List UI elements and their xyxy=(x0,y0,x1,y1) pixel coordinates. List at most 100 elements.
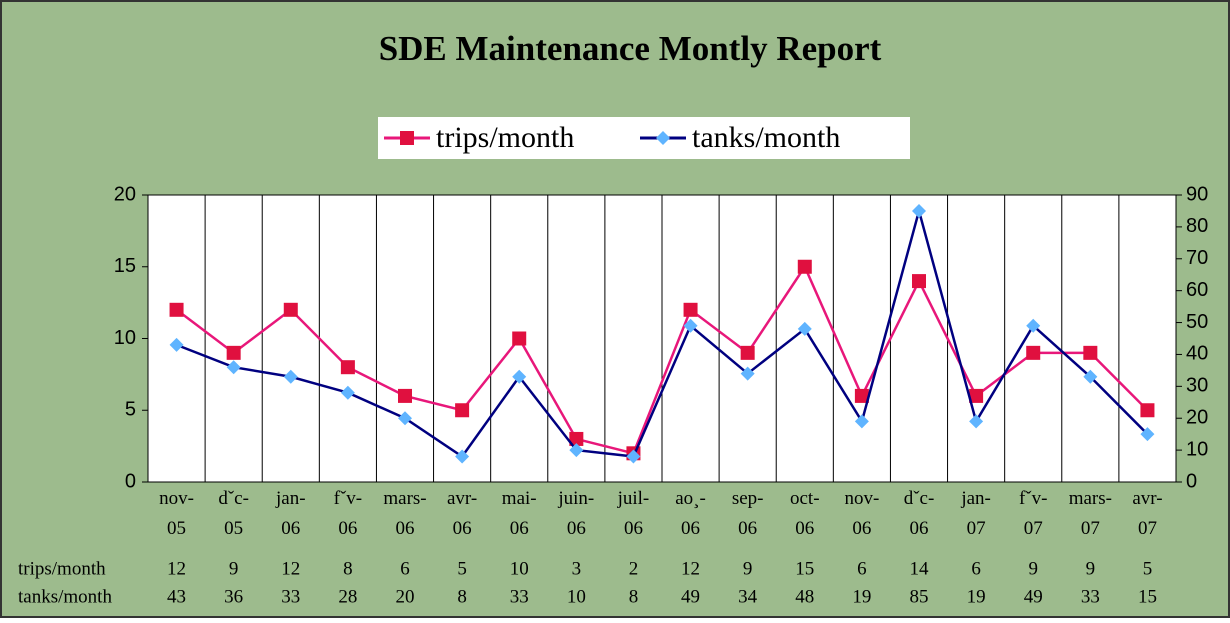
table-value: 10 xyxy=(510,558,529,579)
table-value: 6 xyxy=(400,558,410,579)
table-value: 9 xyxy=(1086,558,1096,579)
table-value: 5 xyxy=(457,558,467,579)
table-value: 19 xyxy=(852,586,871,607)
x-tick-label-part: 06 xyxy=(852,518,871,539)
x-tick-label-part: dˇc- xyxy=(904,488,935,509)
y2-tick-label: 30 xyxy=(1186,375,1208,397)
y-tick-label: 0 xyxy=(125,470,136,492)
marker xyxy=(656,131,670,145)
table-value: 34 xyxy=(738,586,758,607)
x-tick-label-part: 06 xyxy=(338,518,357,539)
x-tick-label-part: 07 xyxy=(1138,518,1157,539)
x-tick-label-part: 06 xyxy=(567,518,586,539)
x-tick-label: dˇc- 05 xyxy=(218,488,249,539)
x-tick-label-part: 06 xyxy=(396,518,415,539)
x-tick-label: mars- 06 xyxy=(383,488,426,539)
marker xyxy=(912,203,926,218)
marker xyxy=(512,331,527,346)
y2-tick-label: 0 xyxy=(1186,470,1197,492)
x-tick-label: dˇc- 06 xyxy=(904,488,935,539)
x-tick-label-part: avr- xyxy=(1132,488,1162,509)
x-tick-label-part: fˇv- xyxy=(334,488,362,509)
x-tick-label-part: 07 xyxy=(967,518,986,539)
table-value: 49 xyxy=(681,586,700,607)
x-tick-label-part: 06 xyxy=(738,518,757,539)
legend-label: tanks/month xyxy=(692,121,840,154)
y2-tick-label: 50 xyxy=(1186,311,1208,333)
table-value: 8 xyxy=(343,558,353,579)
marker xyxy=(969,414,984,429)
x-tick-label-part: jan- xyxy=(275,488,306,509)
marker xyxy=(797,259,812,274)
x-tick-label-part: 06 xyxy=(453,518,472,539)
y-tick-label: 15 xyxy=(114,255,136,277)
x-tick-label-part: 06 xyxy=(681,518,700,539)
x-tick-label-part: dˇc- xyxy=(218,488,249,509)
table-value: 15 xyxy=(795,558,814,579)
table-value: 12 xyxy=(681,558,700,579)
marker xyxy=(854,388,869,403)
marker xyxy=(226,345,241,360)
table-value: 12 xyxy=(281,558,300,579)
table-value: 33 xyxy=(281,586,300,607)
table-value: 3 xyxy=(572,558,582,579)
x-tick-label-part: 05 xyxy=(224,518,243,539)
x-tick-label-part: avr- xyxy=(447,488,477,509)
marker xyxy=(283,302,298,317)
marker xyxy=(740,345,755,360)
y-tick-label: 10 xyxy=(114,327,136,349)
x-tick-label-part: 06 xyxy=(795,518,814,539)
marker xyxy=(398,411,412,426)
marker xyxy=(1026,345,1041,360)
y2-tick-label: 80 xyxy=(1186,215,1208,237)
x-tick-label-part: nov- xyxy=(159,488,194,509)
x-tick-label-part: 07 xyxy=(1081,518,1100,539)
marker xyxy=(340,360,355,375)
x-tick-label-part: mars- xyxy=(383,488,426,509)
marker xyxy=(1083,369,1098,384)
marker xyxy=(683,302,698,317)
x-tick-label: jan- 06 xyxy=(275,488,306,539)
marker xyxy=(797,321,812,336)
table-value: 33 xyxy=(510,586,529,607)
table-value: 6 xyxy=(857,558,867,579)
x-tick-label-part: mai- xyxy=(502,488,537,509)
x-tick-label: avr- 07 xyxy=(1132,488,1162,539)
x-tick-label-part: oct- xyxy=(790,488,820,509)
marker xyxy=(569,443,584,458)
marker xyxy=(226,360,241,375)
table-value: 28 xyxy=(338,586,357,607)
chart-title: SDE Maintenance Montly Report xyxy=(379,29,882,68)
table-value: 9 xyxy=(1028,558,1038,579)
y-tick-label: 5 xyxy=(125,399,136,421)
x-tick-label: oct- 06 xyxy=(790,488,820,539)
table-value: 48 xyxy=(795,586,814,607)
table-value: 8 xyxy=(629,586,639,607)
x-tick-label: nov- 05 xyxy=(159,488,194,539)
y2-tick-label: 20 xyxy=(1186,407,1208,429)
x-tick-label: mai- 06 xyxy=(502,488,537,539)
table-value: 33 xyxy=(1081,586,1100,607)
x-tick-label-part: 06 xyxy=(910,518,929,539)
table-value: 6 xyxy=(971,558,981,579)
x-tick-label-part: nov- xyxy=(844,488,879,509)
table-value: 5 xyxy=(1143,558,1153,579)
x-tick-label-part: juil- xyxy=(617,488,650,509)
marker xyxy=(740,366,755,381)
x-tick-label: sep- 06 xyxy=(732,488,764,539)
x-tick-label: jan- 07 xyxy=(960,488,991,539)
marker xyxy=(283,369,298,384)
x-tick-label-part: mars- xyxy=(1069,488,1112,509)
marker xyxy=(512,369,527,384)
y-tick-label: 20 xyxy=(114,183,136,205)
x-tick-label: avr- 06 xyxy=(447,488,477,539)
table-value: 14 xyxy=(910,558,930,579)
y2-tick-label: 40 xyxy=(1186,343,1208,365)
marker xyxy=(912,274,926,289)
series-line xyxy=(175,264,1149,455)
table-value: 20 xyxy=(396,586,415,607)
x-tick-label-part: jan- xyxy=(960,488,991,509)
marker xyxy=(569,431,584,446)
table-value: 2 xyxy=(629,558,639,579)
